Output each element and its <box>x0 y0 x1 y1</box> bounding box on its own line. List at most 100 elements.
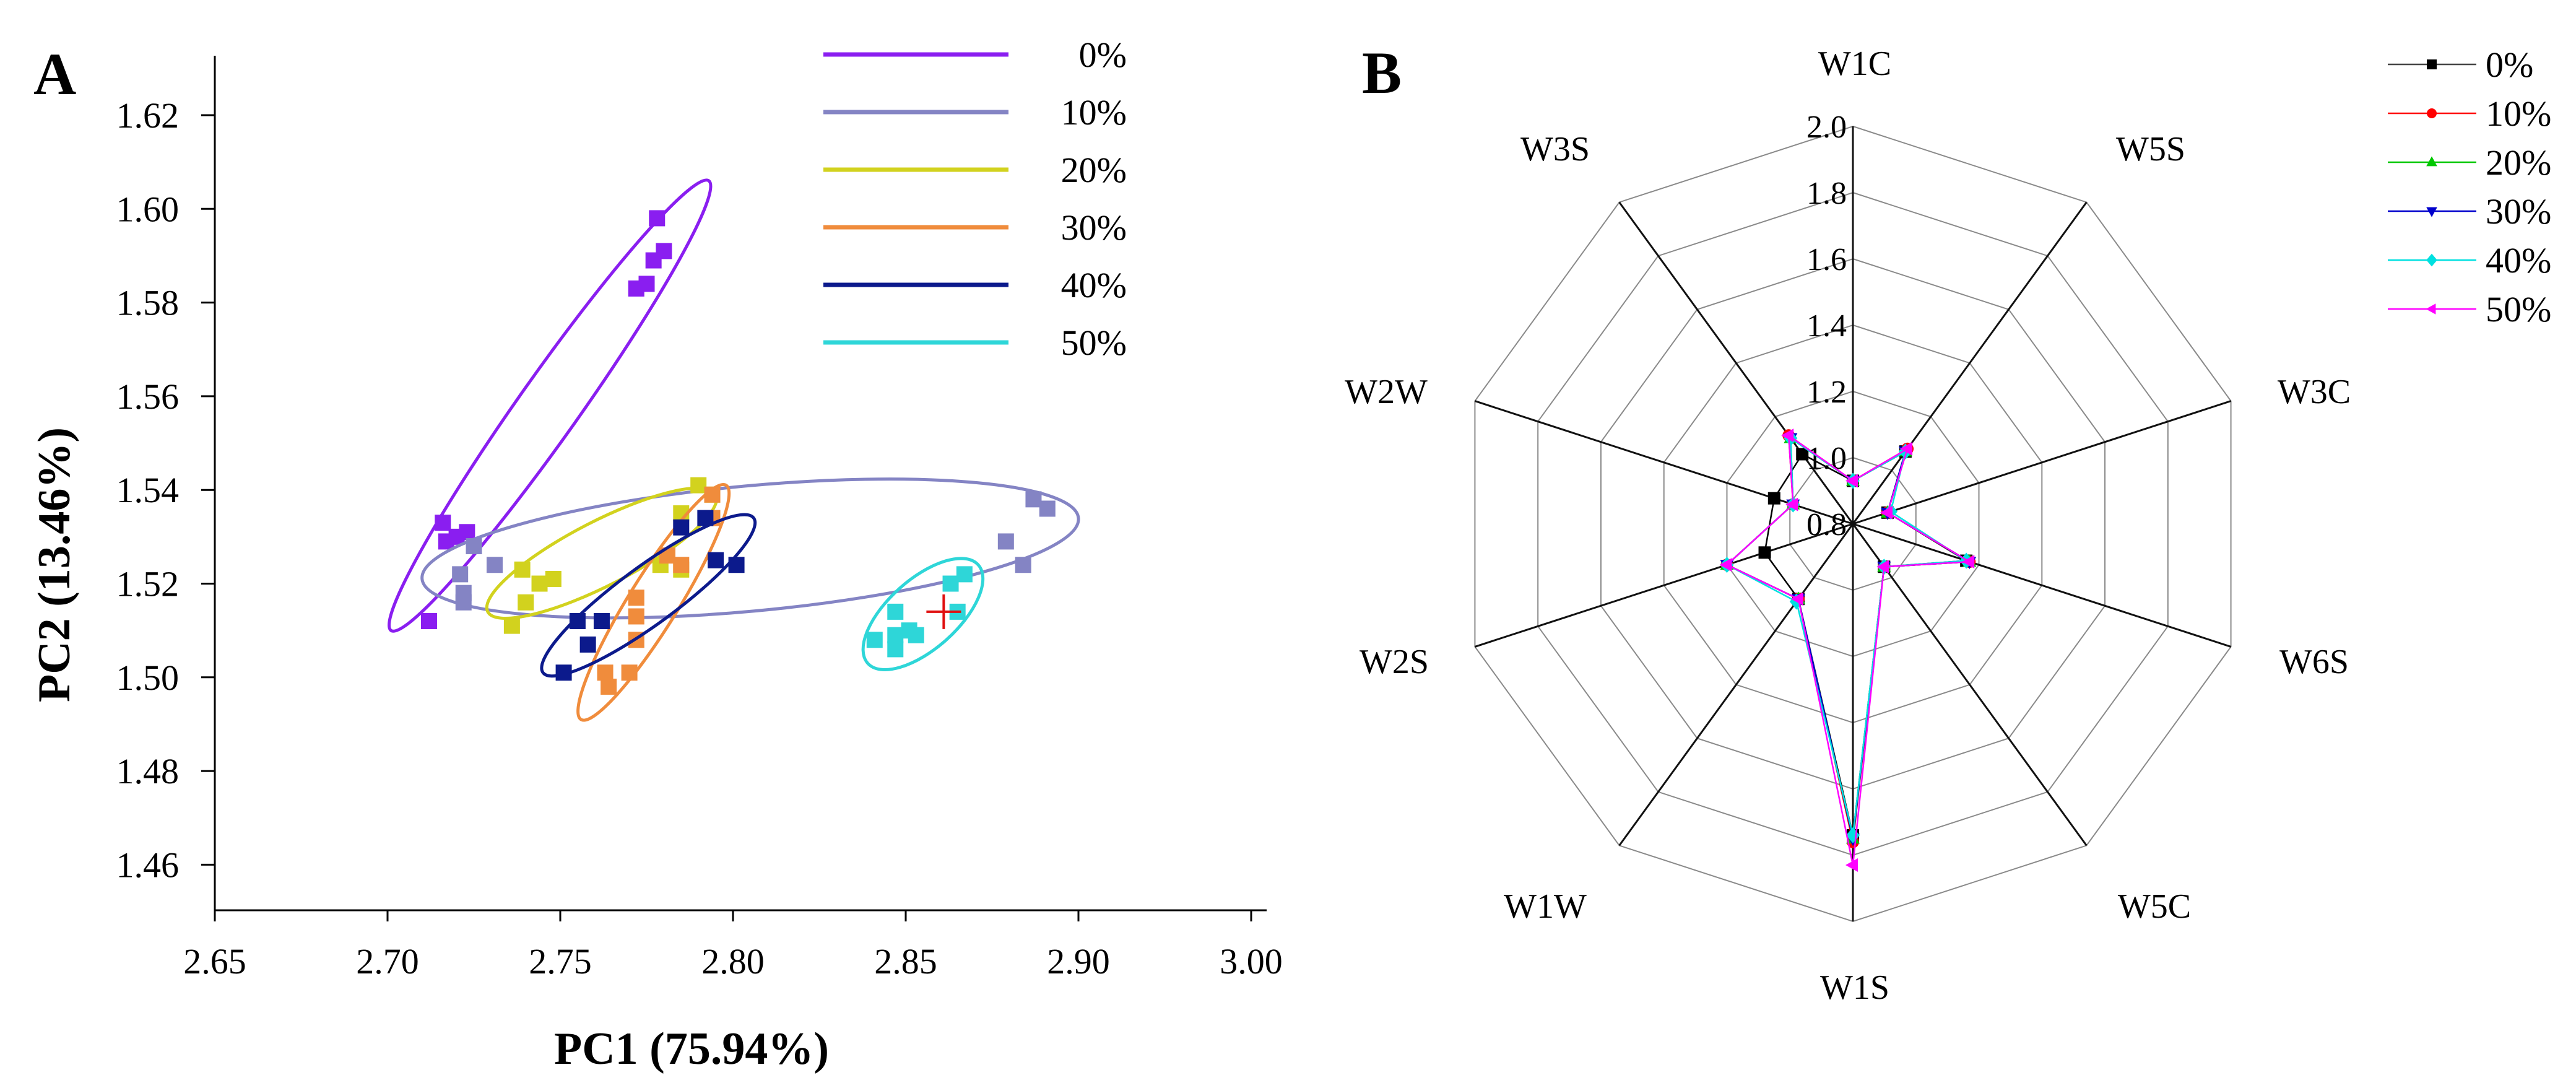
data-point-3 <box>601 678 617 695</box>
data-point-5 <box>887 627 904 643</box>
data-point-3 <box>704 486 721 503</box>
data-point-1 <box>466 537 482 554</box>
radial-tick-label: 2.0 <box>1806 110 1847 145</box>
y-tick-label: 1.62 <box>116 95 180 136</box>
data-point-2 <box>514 561 531 578</box>
axis-label-w1w: W1W <box>1504 887 1587 926</box>
legend-label-2: 20% <box>1061 150 1127 190</box>
radar-spoke <box>1852 523 2232 648</box>
data-point-3 <box>628 590 644 606</box>
axis-label-w1s: W1S <box>1820 968 1889 1007</box>
x-tick-label: 2.75 <box>529 941 592 981</box>
data-point-0 <box>420 613 437 630</box>
radar-marker-5 <box>1962 555 1975 569</box>
axis-label-w2w: W2W <box>1345 373 1428 411</box>
data-point-0 <box>645 252 662 269</box>
data-point-1 <box>1039 500 1056 517</box>
radar-marker-0 <box>1767 492 1780 505</box>
data-point-1 <box>997 533 1014 550</box>
radar-series-line-4 <box>1725 437 1969 836</box>
y-tick-label: 1.58 <box>116 283 180 323</box>
data-point-4 <box>569 613 586 630</box>
data-point-5 <box>887 641 904 658</box>
legend-label-4: 40% <box>1061 265 1127 305</box>
panel-label-b: B <box>1362 40 1402 106</box>
y-axis-label: PC2 (13.46%) <box>29 427 80 702</box>
legend-marker-b-2 <box>2426 156 2437 167</box>
data-point-4 <box>593 613 610 630</box>
legend-label-3: 30% <box>1061 207 1127 248</box>
data-point-4 <box>728 557 745 573</box>
x-tick-label: 2.70 <box>356 941 419 981</box>
legend-label-b-0: 0% <box>2486 45 2533 85</box>
legend-label-b-3: 30% <box>2486 191 2551 232</box>
data-point-0 <box>435 515 451 531</box>
y-tick-label: 1.54 <box>116 470 180 510</box>
data-point-5 <box>866 632 883 648</box>
radar-marker-5 <box>1876 560 1889 574</box>
data-point-1 <box>486 557 503 573</box>
legend-label-b-4: 40% <box>2486 240 2551 281</box>
radial-tick-label: 1.2 <box>1806 375 1847 410</box>
radar-marker-5 <box>1900 442 1913 456</box>
radar-marker-5 <box>1785 497 1798 511</box>
axis-label-w2s: W2S <box>1360 643 1429 681</box>
legend-marker-b-0 <box>2427 59 2437 69</box>
x-axis-label: PC1 (75.94%) <box>554 1024 829 1074</box>
data-point-2 <box>690 477 707 494</box>
radar-marker-0 <box>1758 546 1771 559</box>
data-point-0 <box>459 524 475 541</box>
data-point-1 <box>455 594 472 611</box>
y-tick-label: 1.50 <box>116 658 180 698</box>
y-tick-label: 1.52 <box>116 564 180 604</box>
radar-spoke <box>1618 201 1854 524</box>
axis-label-w1c: W1C <box>1818 45 1891 83</box>
radial-tick-label: 1.6 <box>1806 242 1847 277</box>
radar-marker-5 <box>1845 858 1858 873</box>
radial-tick-label: 1.4 <box>1806 308 1847 344</box>
data-point-2 <box>518 594 534 611</box>
data-point-5 <box>887 603 904 620</box>
radar-spoke <box>1474 523 1854 648</box>
radar-marker-5 <box>1845 474 1858 488</box>
legend-label-b-2: 20% <box>2486 142 2551 183</box>
y-tick-label: 1.46 <box>116 845 180 885</box>
radar-spoke <box>1852 400 2232 525</box>
y-tick-label: 1.48 <box>116 751 180 791</box>
radar-marker-5 <box>1781 429 1794 443</box>
radar-series-line-5 <box>1725 433 1972 866</box>
data-point-3 <box>621 664 638 681</box>
axis-label-w5s: W5S <box>2116 130 2185 168</box>
data-point-2 <box>545 570 562 587</box>
legend-marker-b-1 <box>2427 108 2437 118</box>
data-point-4 <box>555 664 572 681</box>
axis-label-w3c: W3C <box>2278 373 2351 411</box>
x-tick-label: 2.85 <box>874 941 937 981</box>
data-point-2 <box>503 617 520 634</box>
data-point-5 <box>901 622 917 639</box>
legend-marker-b-4 <box>2426 253 2437 267</box>
data-point-0 <box>628 280 644 297</box>
axis-label-w6s: W6S <box>2279 643 2349 681</box>
axis-label-w3s: W3S <box>1520 130 1590 168</box>
radial-tick-label: 1.0 <box>1806 441 1847 476</box>
radar-series-line-1 <box>1725 433 1972 842</box>
confidence-ellipse-1 <box>420 477 1080 620</box>
confidence-ellipse-4 <box>540 513 757 678</box>
x-tick-label: 2.90 <box>1047 941 1110 981</box>
legend-label-b-1: 10% <box>2486 94 2551 134</box>
radar-panel: B 0.8 1.0 1.2 1.4 1.6 1.8 2.0 W1C W5S W3C W6S W5C W1… <box>1345 40 2551 1007</box>
x-tick-label: 2.65 <box>183 941 246 981</box>
legend-label-0: 0% <box>1079 35 1127 75</box>
data-point-3 <box>673 557 690 573</box>
radar-spoke <box>1852 201 2088 524</box>
radar-marker-5 <box>1880 505 1893 520</box>
radar-marker-5 <box>1719 558 1732 572</box>
pca-scatter-panel: A PC1 (75.94%) PC2 (13.46%) 1.46 1.48 1.50… <box>29 35 1283 1074</box>
x-tick-label: 2.80 <box>701 941 765 981</box>
radial-tick-label: 1.8 <box>1806 176 1847 211</box>
data-point-3 <box>597 664 614 681</box>
confidence-ellipse-0 <box>387 178 713 633</box>
axis-label-w5c: W5C <box>2118 887 2191 926</box>
